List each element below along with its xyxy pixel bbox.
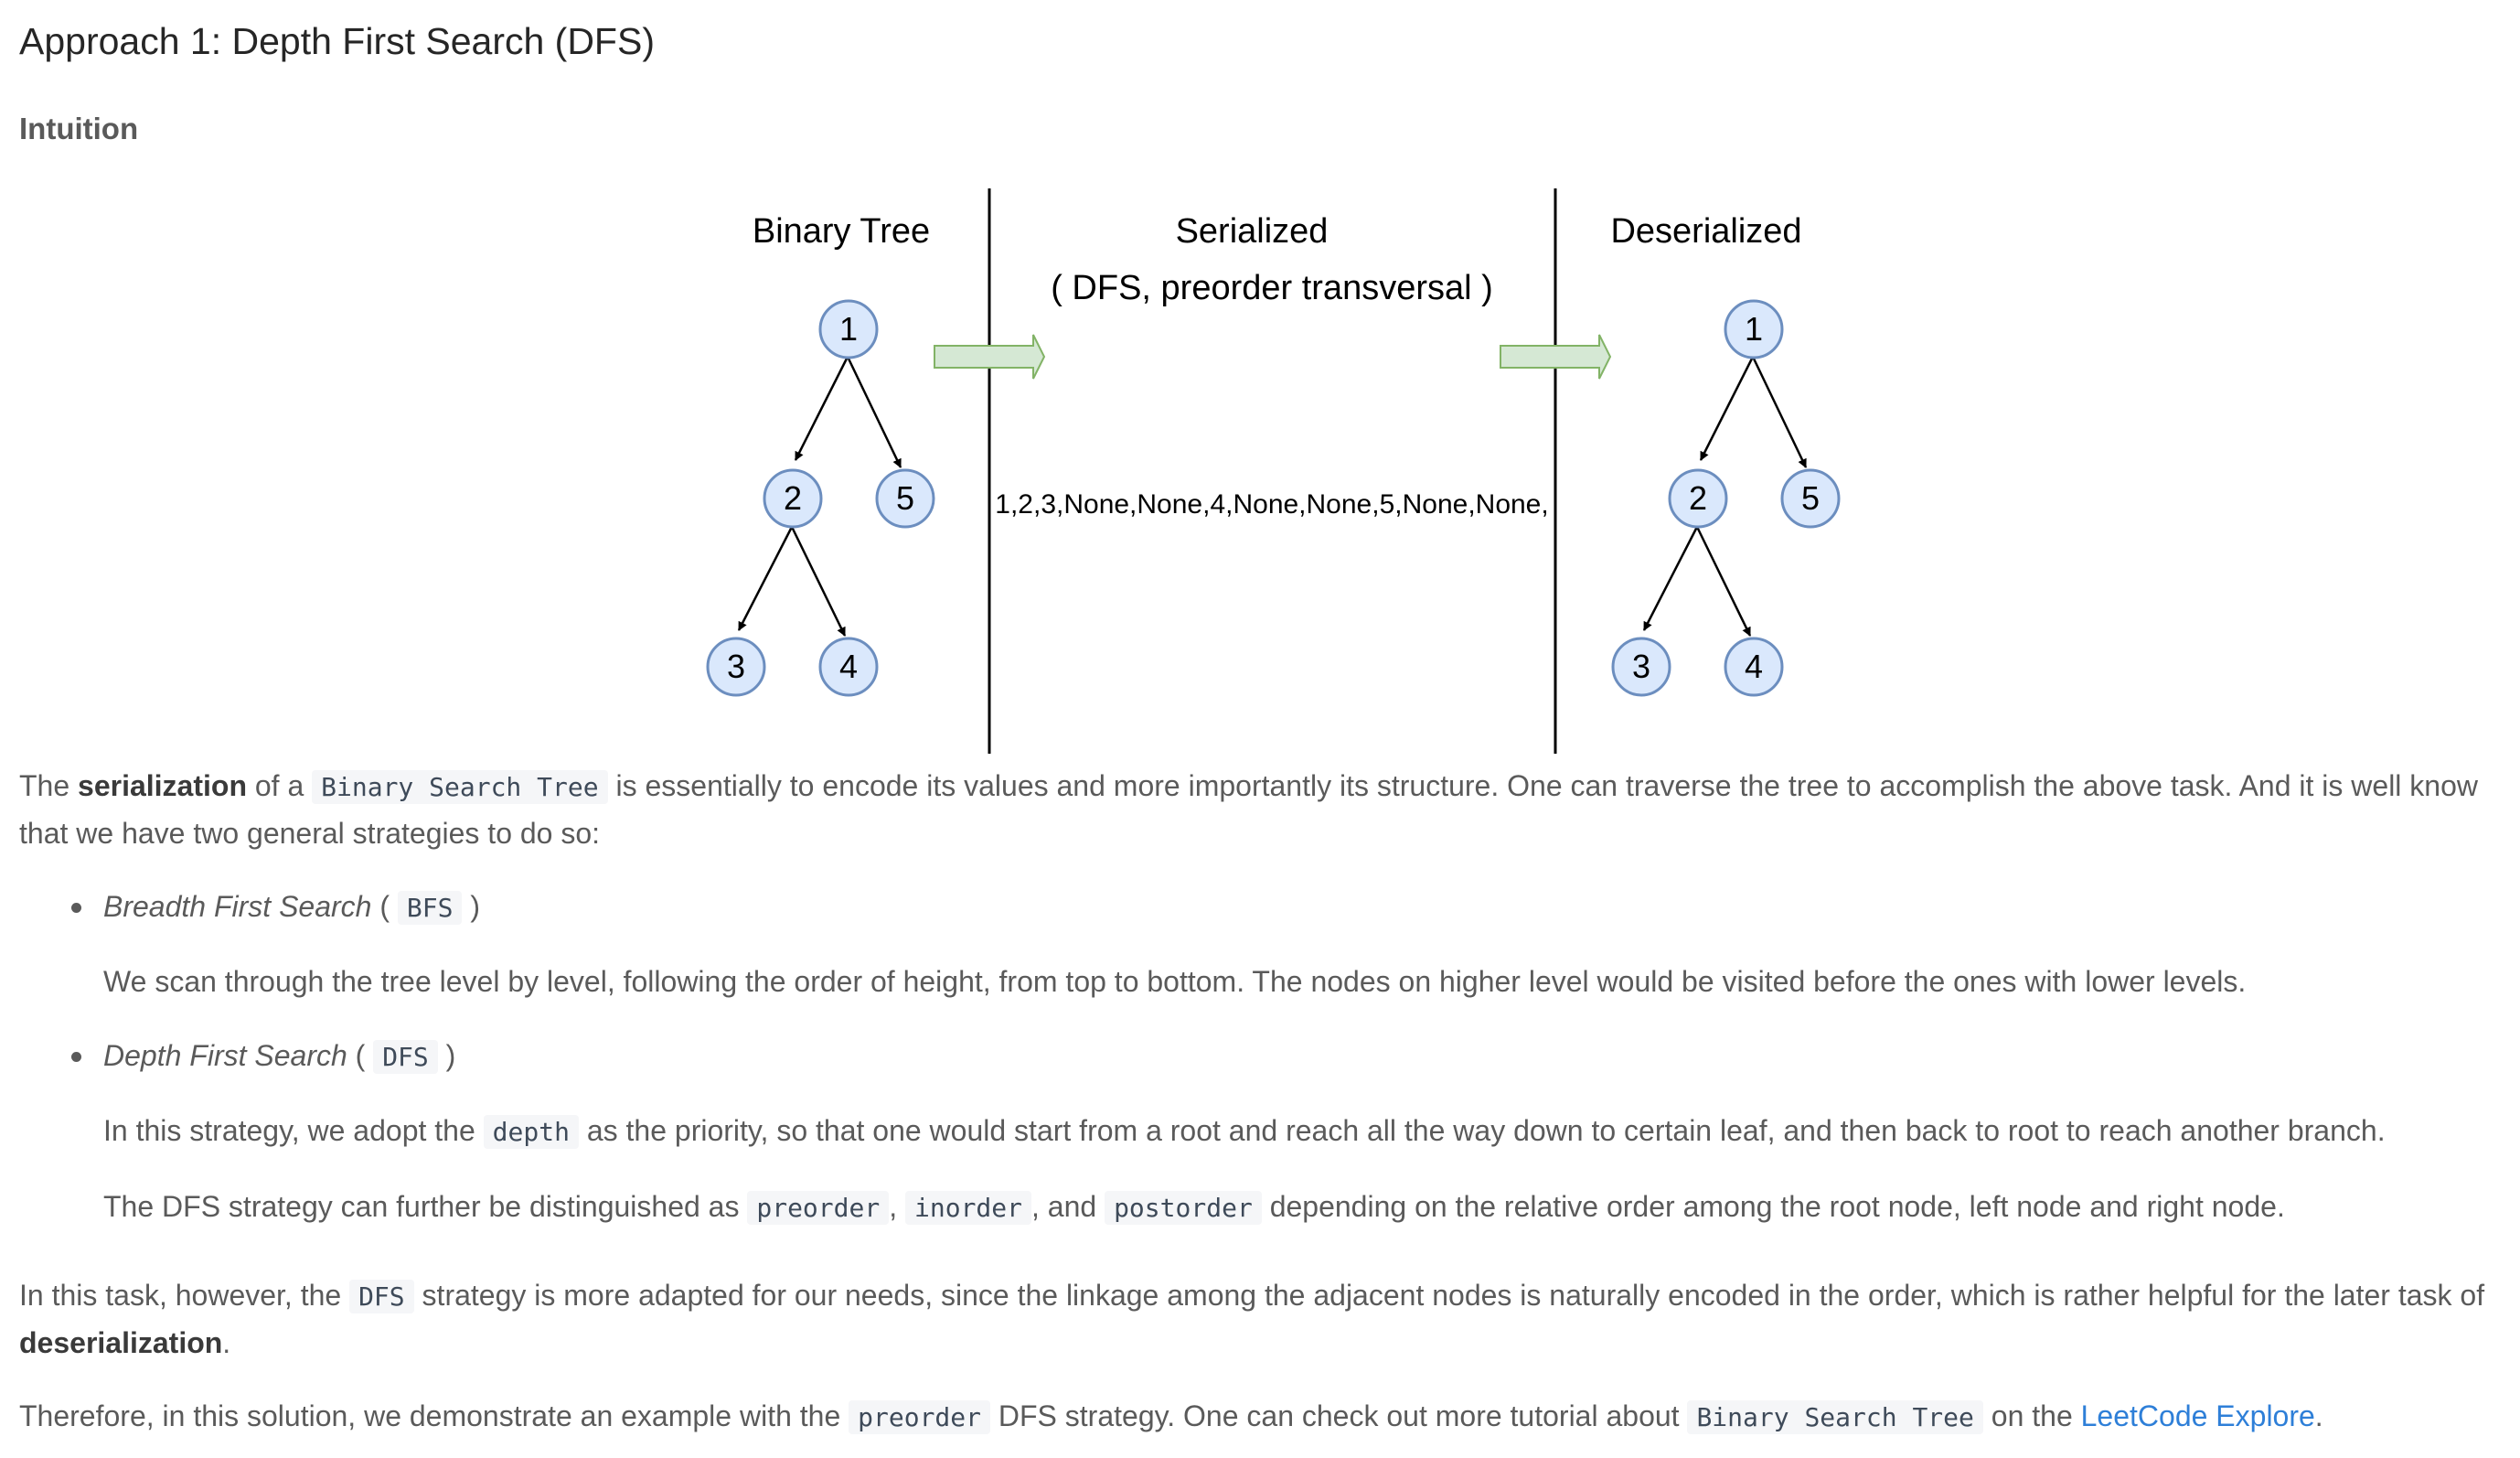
bullet-icon	[71, 903, 81, 913]
inline-code: DFS	[349, 1280, 414, 1313]
section-title: Intuition	[19, 112, 139, 145]
list-item-bfs-desc: We scan through the tree level by level,…	[103, 965, 2247, 998]
tree-node-label: 1	[839, 310, 858, 348]
list-item-bfs: Breadth First Search ( BFS )	[103, 890, 481, 925]
list-item-title: Breadth First Search	[103, 890, 372, 923]
tree-node-label: 3	[727, 648, 745, 685]
tree-edge	[737, 526, 794, 631]
tree-node: 2	[763, 468, 823, 529]
binary-tree: 1 2 5 3 4	[706, 299, 935, 697]
bold-term: serialization	[78, 769, 247, 802]
list-item-dfs-desc-2: The DFS strategy can further be distingu…	[103, 1190, 2285, 1225]
tree-edge	[1751, 356, 1808, 468]
tree-edge	[1695, 526, 1752, 637]
tree-node: 1	[818, 299, 879, 359]
inline-code: depth	[483, 1115, 579, 1149]
list-item-dfs: Depth First Search ( DFS )	[103, 1039, 456, 1074]
tree-node: 5	[875, 468, 935, 529]
inline-code: BFS	[397, 891, 463, 925]
tree-node-label: 4	[839, 648, 858, 685]
tree-node-label: 5	[1801, 479, 1820, 517]
label-serialized-sub: ( DFS, preorder transversal )	[1051, 269, 1493, 307]
tree-node-label: 2	[1689, 479, 1707, 517]
bold-term: deserialization	[19, 1326, 223, 1359]
tree-edge	[846, 356, 902, 468]
inline-code: Binary Search Tree	[312, 770, 608, 804]
label-serialized: Serialized	[1176, 212, 1329, 251]
inline-code: postorder	[1105, 1191, 1262, 1225]
tree-edge	[1642, 526, 1699, 631]
tree-node: 4	[1724, 637, 1784, 697]
tree-node-label: 1	[1745, 310, 1763, 348]
tree-node: 3	[1611, 637, 1671, 697]
tree-node-label: 4	[1745, 648, 1763, 685]
block-arrow-icon	[1500, 334, 1612, 380]
tree-node-label: 3	[1632, 648, 1650, 685]
tree-node: 5	[1780, 468, 1841, 529]
paragraph-dfs-adapted: In this task, however, the DFS strategy …	[19, 1279, 2485, 1359]
inline-code: DFS	[373, 1040, 438, 1074]
inline-code: inorder	[905, 1191, 1032, 1225]
inline-code: preorder	[849, 1400, 990, 1434]
inline-code: Binary Search Tree	[1687, 1400, 1983, 1434]
tree-node: 1	[1724, 299, 1784, 359]
inline-code: preorder	[747, 1191, 890, 1225]
tree-edge	[790, 526, 847, 637]
leetcode-explore-link[interactable]: LeetCode Explore	[2080, 1399, 2315, 1432]
serialization-diagram: Binary Tree Serialized ( DFS, preorder t…	[706, 188, 1841, 754]
label-deserialized: Deserialized	[1610, 212, 1801, 251]
tree-node: 3	[706, 637, 766, 697]
serialized-string: 1,2,3,None,None,4,None,None,5,None,None,	[995, 489, 1548, 520]
list-item-title: Depth First Search	[103, 1039, 347, 1072]
deserialized-tree: 1 2 5 3 4	[1611, 299, 1841, 697]
bullet-icon	[71, 1052, 81, 1062]
paragraph-serialization: The serialization of a Binary Search Tre…	[19, 769, 2478, 850]
list-item-dfs-desc-1: In this strategy, we adopt the depth as …	[103, 1114, 2386, 1149]
tree-node: 4	[818, 637, 879, 697]
label-binary-tree: Binary Tree	[753, 212, 930, 251]
page-title: Approach 1: Depth First Search (DFS)	[19, 20, 655, 62]
paragraph-conclusion: Therefore, in this solution, we demonstr…	[19, 1399, 2323, 1434]
tree-node-label: 5	[896, 479, 914, 517]
block-arrow-icon	[934, 334, 1046, 380]
tree-node: 2	[1668, 468, 1728, 529]
tree-node-label: 2	[784, 479, 802, 517]
tree-edge	[794, 356, 849, 461]
tree-edge	[1699, 356, 1755, 461]
